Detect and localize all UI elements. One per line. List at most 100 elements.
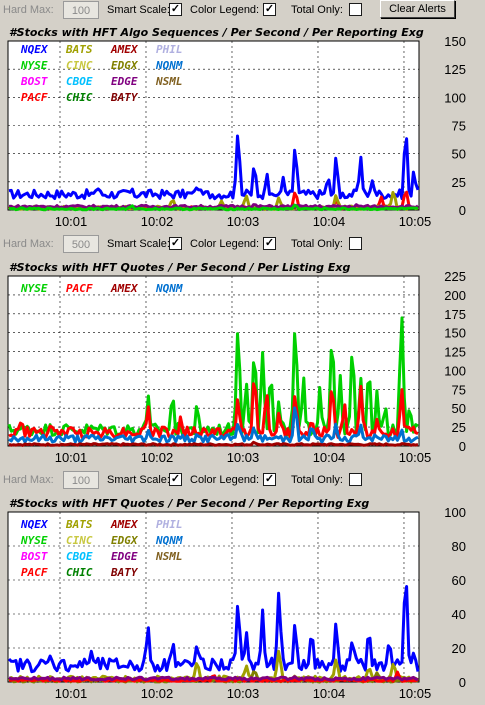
smart-scale-label: Smart Scale: [107,238,170,250]
x-tick-label: 10:02 [141,450,174,465]
x-tick-label: 10:01 [55,450,88,465]
legend-entry-nqex: NQEX [20,518,49,531]
hard-max-label: Hard Max: [3,474,54,486]
total-only-label: Total Only: [291,474,343,486]
x-tick-label: 10:04 [313,686,346,701]
legend-entry-phil: PHIL [156,518,183,531]
total-only-checkbox[interactable] [349,237,362,250]
y-tick-label: 100 [444,90,466,105]
toolbar-1: Hard Max: 100 Smart Scale: ✓ Color Legen… [0,0,485,22]
x-tick-label: 10:05 [399,450,432,465]
legend-entry-cboe: CBOE [66,75,93,88]
legend-entry-edgx: EDGX [111,534,139,547]
y-tick-label: 175 [444,307,466,322]
legend-entry-baty: BATY [110,566,139,579]
x-tick-label: 10:04 [313,214,346,229]
legend-entry-pacf: PACF [66,282,93,295]
x-tick-label: 10:02 [141,686,174,701]
total-only-checkbox[interactable] [349,473,362,486]
y-tick-label: 75 [452,382,466,397]
legend-entry-edgx: EDGX [111,59,139,72]
legend-entry-phil: PHIL [156,43,183,56]
smart-scale-checkbox[interactable]: ✓ [169,473,182,486]
smart-scale-checkbox[interactable]: ✓ [169,3,182,16]
hard-max-input[interactable]: 100 [63,1,99,19]
legend-entry-edge: EDGE [111,75,138,88]
hard-max-label: Hard Max: [3,238,54,250]
x-tick-label: 10:03 [227,214,260,229]
color-legend-checkbox[interactable]: ✓ [263,473,276,486]
color-legend-label: Color Legend: [190,4,260,16]
x-tick-label: 10:05 [399,686,432,701]
x-tick-label: 10:04 [313,450,346,465]
x-tick-label: 10:02 [141,214,174,229]
legend-entry-nqnm: NQNM [155,534,183,547]
hard-max-label: Hard Max: [3,4,54,16]
total-only-label: Total Only: [291,4,343,16]
y-tick-label: 75 [452,119,466,134]
clear-alerts-button[interactable]: Clear Alerts [380,0,455,18]
legend-entry-pacf: PACF [21,91,48,104]
y-tick-label: 60 [452,573,466,588]
y-tick-label: 150 [444,326,466,341]
chart-panel-3: #Stocks with HFT Quotes / Per Second / P… [0,492,485,705]
series-line-nqnm [8,406,419,444]
legend-entry-cboe: CBOE [66,550,93,563]
y-tick-label: 20 [452,641,466,656]
hard-max-input[interactable]: 100 [63,471,99,489]
y-tick-label: 225 [444,269,466,284]
x-tick-label: 10:03 [227,686,260,701]
total-only-checkbox[interactable] [349,3,362,16]
legend-entry-nqnm: NQNM [155,282,183,295]
smart-scale-checkbox[interactable]: ✓ [169,237,182,250]
legend-entry-cinc: CINC [66,534,93,547]
y-tick-label: 200 [444,288,466,303]
legend-entry-edge: EDGE [111,550,138,563]
legend-entry-bats: BATS [65,518,93,531]
y-tick-label: 100 [444,505,466,520]
legend-entry-bost: BOST [20,75,48,88]
chart-panel-2: #Stocks with HFT Quotes / Per Second / P… [0,256,485,466]
legend-entry-amex: AMEX [110,282,139,295]
chart-2: #Stocks with HFT Quotes / Per Second / P… [0,256,485,466]
y-tick-label: 125 [444,345,466,360]
legend-entry-chic: CHIC [66,91,93,104]
color-legend-label: Color Legend: [190,474,260,486]
chart-panel-1: #Stocks with HFT Algo Sequences / Per Se… [0,21,485,234]
chart-title: #Stocks with HFT Algo Sequences / Per Se… [9,26,424,39]
legend-entry-nsml: NSML [155,75,183,88]
color-legend-label: Color Legend: [190,238,260,250]
y-tick-label: 40 [452,607,466,622]
toolbar-3: Hard Max: 100 Smart Scale: ✓ Color Legen… [0,470,485,492]
total-only-label: Total Only: [291,238,343,250]
legend-entry-nyse: NYSE [20,534,48,547]
color-legend-checkbox[interactable]: ✓ [263,237,276,250]
x-tick-label: 10:03 [227,450,260,465]
legend-entry-bats: BATS [65,43,93,56]
legend-entry-amex: AMEX [110,518,139,531]
hard-max-input[interactable]: 500 [63,235,99,253]
chart-1: #Stocks with HFT Algo Sequences / Per Se… [0,21,485,234]
legend-entry-pacf: PACF [21,566,48,579]
y-tick-label: 0 [459,439,466,454]
y-tick-label: 25 [452,175,466,190]
smart-scale-label: Smart Scale: [107,4,170,16]
legend-entry-nqex: NQEX [20,43,49,56]
legend-entry-amex: AMEX [110,43,139,56]
series-line-edge [8,675,419,682]
series-line-nyse [8,203,419,212]
legend-entry-chic: CHIC [66,566,93,579]
y-tick-label: 25 [452,420,466,435]
y-tick-label: 125 [444,62,466,77]
legend-entry-bost: BOST [20,550,48,563]
y-tick-label: 50 [452,401,466,416]
chart-title: #Stocks with HFT Quotes / Per Second / P… [9,261,350,274]
y-tick-label: 100 [444,363,466,378]
y-tick-label: 0 [459,675,466,690]
y-tick-label: 150 [444,34,466,49]
legend-entry-nqnm: NQNM [155,59,183,72]
y-tick-label: 80 [452,539,466,554]
series-line-nqex [8,134,420,201]
chart-title: #Stocks with HFT Quotes / Per Second / P… [9,497,369,510]
color-legend-checkbox[interactable]: ✓ [263,3,276,16]
